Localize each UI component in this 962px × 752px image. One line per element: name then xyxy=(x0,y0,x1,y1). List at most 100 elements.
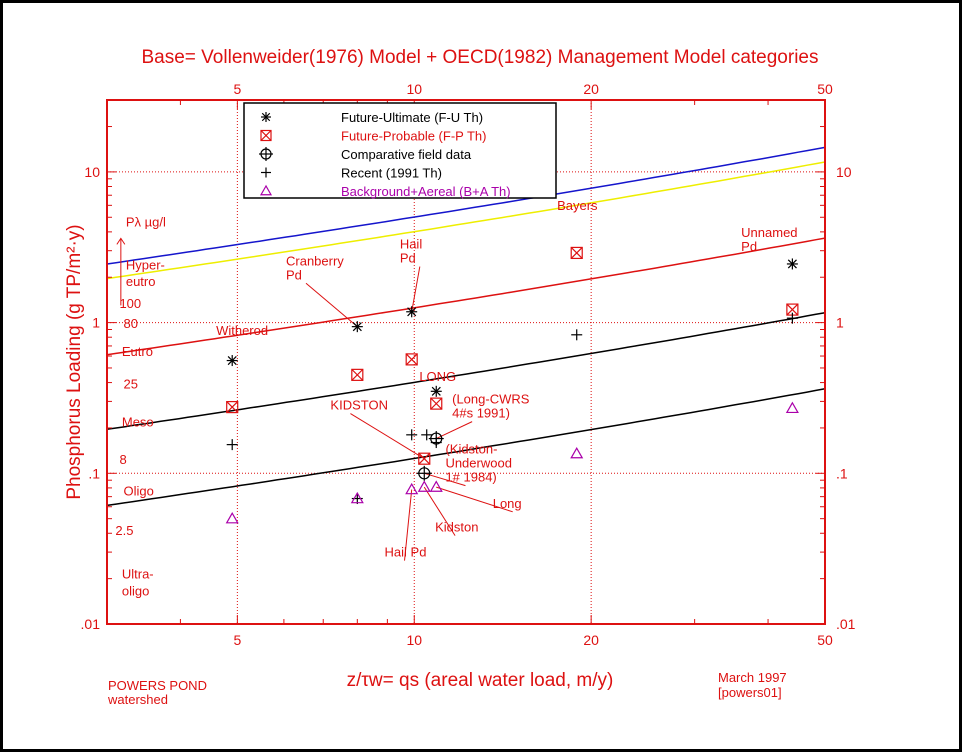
marker-stroke xyxy=(225,511,239,524)
legend-label: Future-Ultimate (F-U Th) xyxy=(341,110,483,125)
marker-stroke xyxy=(570,246,583,259)
x-tick-label-top: 5 xyxy=(233,81,241,97)
data-point-asterisk xyxy=(351,321,363,333)
data-point-circle-plus xyxy=(416,465,432,481)
data-point-crossed-box xyxy=(418,452,431,465)
annotation-text: Unnamed xyxy=(741,225,797,240)
trophic-label: 2.5 xyxy=(115,523,133,538)
marker-stroke xyxy=(418,452,431,465)
annotation-arrow xyxy=(350,413,425,460)
annotation-text: Witherod xyxy=(216,323,268,338)
y-tick-label-right: .1 xyxy=(836,465,848,481)
trophic-label: 8 xyxy=(119,452,126,467)
data-point-triangle xyxy=(405,482,419,495)
y-tick-label-left: .1 xyxy=(88,465,100,481)
legend-marker-plus xyxy=(261,167,271,178)
marker-stroke xyxy=(786,303,799,316)
marker-stroke xyxy=(351,368,364,381)
trophic-curve-80 xyxy=(106,161,826,280)
data-point-plus xyxy=(406,429,418,441)
trophic-label: 100 xyxy=(119,296,141,311)
annotation-text: Kidston xyxy=(435,520,478,535)
data-point-plus xyxy=(430,437,442,449)
y-tick-label-left: 1 xyxy=(92,315,100,331)
trophic-label: 25 xyxy=(123,377,137,392)
trophic-curve-2-5 xyxy=(106,388,826,507)
annotation: Hail Pd xyxy=(385,489,426,561)
trophic-curves xyxy=(106,146,826,507)
legend-box xyxy=(243,102,557,199)
trophic-label: Eutro xyxy=(122,344,153,359)
y-tick-label-right: 10 xyxy=(836,164,852,180)
annotation-text: 4#s 1991) xyxy=(452,406,510,421)
annotation-text: Pd xyxy=(286,267,302,282)
trophic-label: Oligo xyxy=(123,484,153,499)
footer-left-line1: POWERS POND xyxy=(108,678,207,693)
annotation-text: Bayers xyxy=(557,198,598,213)
legend-marker-crossed-box xyxy=(260,129,272,142)
annotation-text: LONG xyxy=(419,369,456,384)
marker-stroke xyxy=(418,452,431,465)
x-tick-label-bottom: 5 xyxy=(233,632,241,648)
marker-stroke xyxy=(226,401,239,414)
footer-left-line2: watershed xyxy=(107,692,168,707)
y-tick-label-right: 1 xyxy=(836,315,844,331)
data-points xyxy=(225,246,799,524)
footer-right-line1: March 1997 xyxy=(718,670,787,685)
annotation-text: Long xyxy=(493,496,522,511)
legend-marker-asterisk xyxy=(261,112,271,122)
annotation: Long xyxy=(436,486,522,513)
marker-stroke xyxy=(785,401,799,414)
data-point-triangle xyxy=(429,480,443,492)
trophic-label: Meso xyxy=(122,414,154,429)
data-point-plus xyxy=(421,429,433,441)
trophic-arrow-head xyxy=(116,237,126,245)
marker-stroke xyxy=(430,397,443,410)
annotation-arrow xyxy=(436,421,473,440)
annotation-arrow xyxy=(436,486,513,513)
annotation-text: Cranberry xyxy=(286,253,344,268)
marker-stroke xyxy=(405,353,418,366)
x-tick-label-top: 20 xyxy=(583,81,599,97)
marker-stroke xyxy=(227,355,237,366)
marker-stroke xyxy=(259,184,273,196)
annotation-text: Hail xyxy=(400,237,423,252)
marker-stroke xyxy=(351,368,364,381)
data-point-crossed-box xyxy=(405,353,418,366)
marker-stroke xyxy=(226,400,239,414)
annotation: Kidston xyxy=(423,486,478,536)
x-axis-label: z/τw= qs (areal water load, m/y) xyxy=(347,670,614,691)
annotation-text: (Long-CWRS xyxy=(452,392,530,407)
annotation: Bayers xyxy=(557,198,598,213)
legend: Future-Ultimate (F-U Th) Future-Probable … xyxy=(243,102,557,199)
trophic-label: Hyper- xyxy=(126,258,165,273)
legend-marker-triangle xyxy=(259,184,273,196)
marker-stroke xyxy=(407,307,417,317)
data-point-crossed-box xyxy=(430,397,443,410)
plot-area-border xyxy=(106,99,826,625)
trophic-curve-100 xyxy=(106,146,826,265)
marker-stroke xyxy=(430,397,443,410)
legend-label: Background+Aereal (B+A Th) xyxy=(341,184,511,199)
data-point-triangle xyxy=(785,401,799,414)
footer-right-line2: [powers01] xyxy=(718,685,782,700)
data-point-triangle xyxy=(417,480,431,492)
data-point-asterisk xyxy=(406,306,418,318)
marker-stroke xyxy=(352,322,362,332)
legend-label: Comparative field data xyxy=(341,147,472,162)
annotation: KIDSTON xyxy=(330,398,425,460)
trophic-curve-25 xyxy=(106,237,826,356)
marker-stroke xyxy=(787,259,797,269)
x-tick-label-top: 50 xyxy=(817,81,833,97)
annotation-text: Pd xyxy=(741,239,757,254)
annotation-arrow xyxy=(424,472,466,487)
trophic-label: eutro xyxy=(126,274,156,289)
marker-stroke xyxy=(261,112,271,122)
data-point-asterisk xyxy=(430,385,442,397)
annotation-text: Underwood xyxy=(445,456,512,471)
